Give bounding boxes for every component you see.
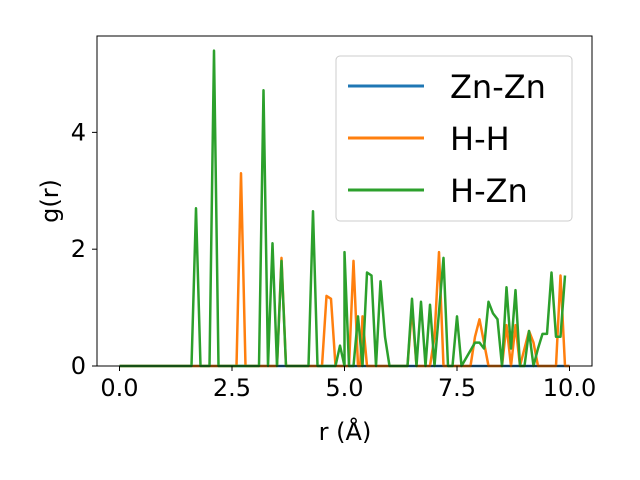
- y-tick-label: 2: [71, 235, 86, 263]
- y-axis-label: g(r): [36, 179, 64, 223]
- x-axis-label: r (Å): [319, 417, 372, 446]
- y-axis: 0 2 4: [71, 118, 97, 380]
- series-line-2: [119, 49, 567, 368]
- y-tick-label: 4: [71, 118, 86, 146]
- x-tick-label: 2.5: [213, 374, 251, 402]
- legend-label-0: Zn-Zn: [450, 68, 546, 106]
- x-axis: 0.0 2.5 5.0 7.5 10.0: [100, 366, 596, 402]
- y-tick-label: 0: [71, 352, 86, 380]
- x-tick-label: 7.5: [438, 374, 476, 402]
- legend-label-1: H-H: [450, 120, 510, 158]
- x-tick-label: 0.0: [100, 374, 138, 402]
- legend: Zn-Zn H-H H-Zn: [335, 55, 573, 222]
- legend-label-2: H-Zn: [450, 172, 528, 210]
- legend-box: [335, 55, 573, 222]
- x-tick-label: 5.0: [325, 374, 363, 402]
- x-tick-label: 10.0: [543, 374, 596, 402]
